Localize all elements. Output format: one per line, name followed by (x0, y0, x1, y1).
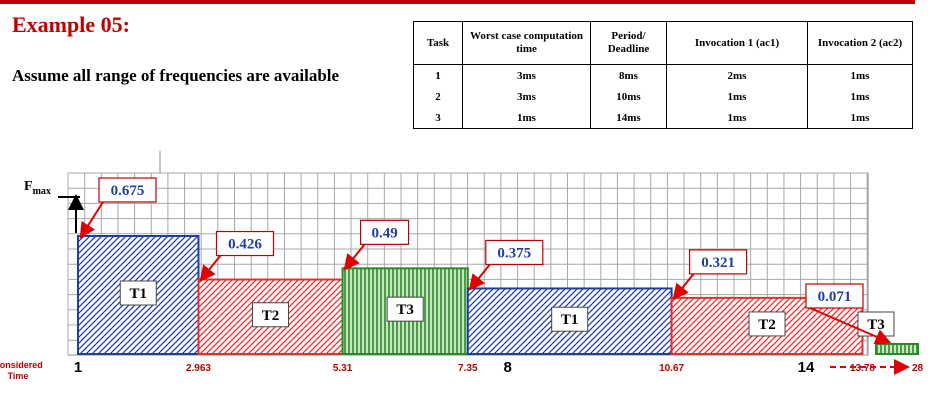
frequency-callout-box (805, 283, 864, 309)
task-label: T3 (396, 302, 414, 318)
task-label: T2 (262, 308, 280, 324)
table-cell: 10ms (590, 86, 667, 107)
table-cell: 14ms (590, 107, 667, 129)
title-rule (0, 0, 915, 4)
callout-arrow (672, 273, 695, 301)
y-axis-label-sub: max (33, 186, 51, 197)
table-cell: 1ms (807, 107, 913, 129)
table-cell: 1 (413, 64, 463, 86)
slide-title: Example 05: (12, 12, 130, 37)
callout-arrow (199, 254, 222, 282)
callout-arrow (79, 201, 104, 239)
table-cell: 2 (413, 86, 463, 107)
frequency-value: 0.321 (701, 255, 735, 271)
task-label: T1 (561, 312, 579, 328)
x-tick-label: 7.35 (458, 363, 478, 374)
frequency-schedule-chart: T1 T2 T3 T1 T2 T3 0.675 0.426 0.49 0.375 0.321 0.0… (0, 151, 924, 381)
frequency-callout-box (98, 177, 157, 203)
x-tick-label: 13.78 (850, 363, 875, 374)
frequency-value: 0.675 (111, 183, 145, 199)
frequency-value: 0.426 (228, 237, 262, 253)
table-row: 3 1ms 14ms 1ms 1ms (413, 107, 913, 129)
frequency-callout-box (485, 239, 544, 266)
table-row: 2 3ms 10ms 1ms 1ms (413, 86, 913, 107)
header-task: Task (413, 21, 463, 65)
task-label: T1 (129, 286, 147, 302)
frequency-value: 0.375 (497, 245, 531, 261)
task-label-box (386, 296, 424, 322)
table-cell: 1ms (462, 107, 591, 129)
y-axis-label: Fmax (24, 179, 51, 197)
x-axis-label: Time (8, 371, 29, 381)
x-tick-label: 8 (504, 359, 512, 376)
task-label-box (119, 280, 157, 306)
task-label-box (551, 306, 589, 332)
callouts: 0.675 0.426 0.49 0.375 0.321 0.071 (79, 177, 892, 345)
frequency-value: 0.49 (371, 225, 397, 241)
table-cell: 3ms (462, 86, 591, 107)
table-cell: 8ms (590, 64, 667, 86)
header-wcet: Worst case computation time (462, 21, 591, 65)
x-tick-label: 5.31 (333, 363, 353, 374)
x-tick-label: 28 (912, 363, 924, 374)
callout-arrow (343, 243, 366, 271)
task-table: Task Worst case computation time Period/… (413, 21, 913, 129)
table-cell: 1ms (807, 86, 913, 107)
table-cell: 1ms (666, 86, 808, 107)
task-label-box (252, 302, 290, 328)
frequency-callout-box (688, 249, 748, 275)
table-row: 1 3ms 8ms 2ms 1ms (413, 64, 913, 86)
header-invocation-1: Invocation 1 (ac1) (666, 21, 808, 65)
bar-t3 (875, 343, 919, 355)
frequency-value: 0.071 (818, 289, 852, 305)
table-header-row: Task Worst case computation time Period/… (413, 21, 913, 65)
table-cell: 2ms (666, 64, 808, 86)
x-axis-label: Considered (0, 360, 43, 370)
task-label: T2 (758, 317, 776, 333)
table-cell: 1ms (666, 107, 808, 129)
x-tick-label: 10.67 (659, 363, 684, 374)
header-invocation-2: Invocation 2 (ac2) (807, 21, 913, 65)
bars: T1 T2 T3 T1 T2 T3 (77, 235, 919, 355)
assumption-text: Assume all range of frequencies are avai… (12, 66, 340, 85)
header-period: Period/ Deadline (590, 21, 667, 65)
callout-arrow (809, 307, 892, 345)
frequency-callout-box (359, 219, 410, 245)
frequency-callout-box (215, 230, 275, 257)
task-label-box (748, 311, 786, 337)
table-cell: 3ms (462, 64, 591, 86)
table-cell: 1ms (807, 64, 913, 86)
x-tick-label: 14 (798, 359, 815, 376)
x-tick-label: 1 (74, 359, 82, 376)
table-cell: 3 (413, 107, 463, 129)
x-tick-label: 2.963 (186, 363, 211, 374)
callout-arrow (468, 263, 491, 291)
task-label: T3 (867, 317, 885, 333)
